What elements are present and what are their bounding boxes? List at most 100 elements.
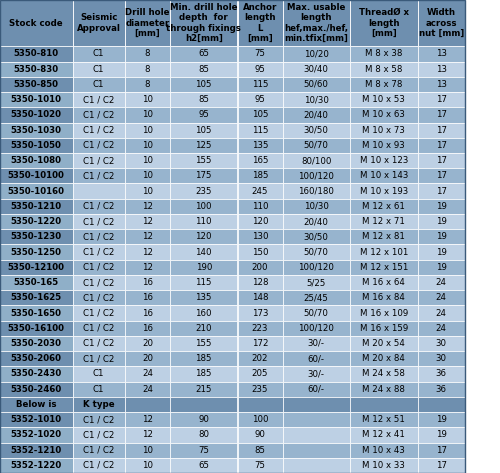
Text: 110: 110 [252, 202, 268, 211]
Text: C1 / C2: C1 / C2 [83, 293, 114, 302]
Bar [350, 214, 418, 229]
Text: 8: 8 [145, 80, 150, 89]
Bar [0, 427, 72, 443]
Text: 17: 17 [436, 141, 447, 150]
Text: 90: 90 [254, 430, 266, 439]
Bar [238, 366, 282, 382]
Text: 190: 190 [196, 263, 212, 272]
Text: M 10 x 193: M 10 x 193 [360, 187, 408, 196]
Text: 17: 17 [436, 156, 447, 165]
Bar [0, 412, 72, 427]
Bar [72, 0, 125, 46]
Bar [418, 229, 465, 245]
Bar [350, 168, 418, 184]
Bar [72, 214, 125, 229]
Text: 135: 135 [196, 293, 212, 302]
Bar [170, 443, 237, 458]
Text: 25/45: 25/45 [304, 293, 328, 302]
Bar [350, 229, 418, 245]
Bar [238, 153, 282, 168]
Bar [418, 214, 465, 229]
Bar [238, 77, 282, 92]
Bar [170, 458, 237, 473]
Bar [0, 123, 72, 138]
Text: C1 / C2: C1 / C2 [83, 446, 114, 455]
Text: 245: 245 [252, 187, 268, 196]
Bar [0, 458, 72, 473]
Text: 10: 10 [142, 187, 153, 196]
Bar [238, 168, 282, 184]
Bar [282, 229, 350, 245]
Bar [418, 306, 465, 321]
Bar [350, 123, 418, 138]
Bar [170, 168, 237, 184]
Text: 60/-: 60/- [308, 354, 325, 363]
Bar [238, 138, 282, 153]
Text: 13: 13 [436, 65, 447, 74]
Bar [72, 260, 125, 275]
Text: 5350-10100: 5350-10100 [8, 171, 64, 180]
Text: 36: 36 [436, 385, 447, 394]
Bar [125, 427, 170, 443]
Bar [170, 199, 237, 214]
Bar [0, 107, 72, 123]
Text: 85: 85 [198, 95, 209, 104]
Bar [0, 382, 72, 397]
Bar [170, 397, 237, 412]
Text: Width
across
nut [mm]: Width across nut [mm] [418, 8, 464, 38]
Text: 210: 210 [196, 324, 212, 333]
Text: 20: 20 [142, 354, 153, 363]
Text: 100/120: 100/120 [298, 324, 334, 333]
Bar [72, 199, 125, 214]
Bar [238, 321, 282, 336]
Text: M 24 x 58: M 24 x 58 [362, 369, 405, 378]
Bar [72, 123, 125, 138]
Text: M 8 x 38: M 8 x 38 [365, 50, 403, 59]
Bar [238, 184, 282, 199]
Bar [238, 427, 282, 443]
Bar [0, 397, 72, 412]
Bar [125, 229, 170, 245]
Text: 12: 12 [142, 247, 153, 256]
Bar [418, 336, 465, 351]
Bar [72, 46, 125, 61]
Bar [350, 427, 418, 443]
Text: 80: 80 [198, 430, 209, 439]
Bar [125, 138, 170, 153]
Bar [418, 382, 465, 397]
Text: 5350-165: 5350-165 [14, 278, 59, 287]
Bar [125, 0, 170, 46]
Text: C1 / C2: C1 / C2 [83, 354, 114, 363]
Text: 95: 95 [198, 110, 209, 119]
Bar [125, 397, 170, 412]
Bar [170, 61, 237, 77]
Bar [350, 77, 418, 92]
Bar [0, 77, 72, 92]
Bar [350, 61, 418, 77]
Bar [72, 366, 125, 382]
Text: M 20 x 54: M 20 x 54 [362, 339, 405, 348]
Text: 10: 10 [142, 446, 153, 455]
Text: 10: 10 [142, 110, 153, 119]
Text: 95: 95 [254, 65, 266, 74]
Bar [72, 397, 125, 412]
Bar [418, 107, 465, 123]
Text: 115: 115 [196, 278, 212, 287]
Text: 5352-1220: 5352-1220 [10, 461, 62, 470]
Bar [350, 382, 418, 397]
Text: 5350-1020: 5350-1020 [11, 110, 62, 119]
Bar [170, 351, 237, 366]
Text: 175: 175 [196, 171, 212, 180]
Text: M 12 x 51: M 12 x 51 [362, 415, 405, 424]
Bar [125, 199, 170, 214]
Text: 155: 155 [196, 339, 212, 348]
Bar [282, 427, 350, 443]
Text: 10: 10 [142, 126, 153, 135]
Text: 215: 215 [196, 385, 212, 394]
Text: 50/70: 50/70 [304, 308, 328, 317]
Bar [282, 366, 350, 382]
Text: 120: 120 [196, 232, 212, 241]
Bar [125, 77, 170, 92]
Text: 5/25: 5/25 [306, 278, 326, 287]
Text: 10: 10 [142, 156, 153, 165]
